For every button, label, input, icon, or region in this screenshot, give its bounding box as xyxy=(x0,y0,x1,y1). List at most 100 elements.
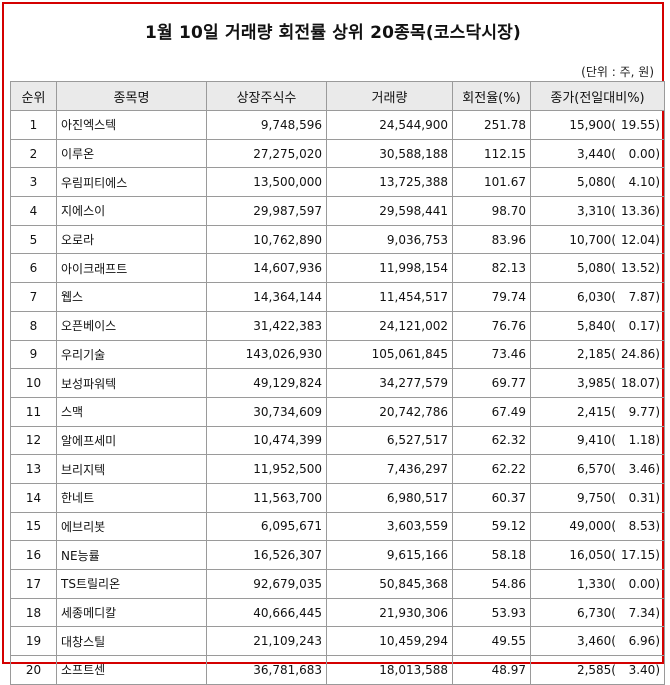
close-price-value: 5,080( xyxy=(576,175,616,190)
listed-shares-cell: 6,095,671 xyxy=(206,511,327,542)
close-price-cell: 3,440(0.00) xyxy=(530,138,665,169)
rank-cell: 16 xyxy=(10,540,57,570)
price-change-percent: 0.17) xyxy=(628,318,660,333)
close-price-cell: 6,730(7.34) xyxy=(530,597,665,628)
close-price-cell: 5,840( 0.17) xyxy=(530,310,665,341)
listed-shares-cell: 21,109,243 xyxy=(206,626,327,657)
stock-name-cell: 알에프세미 xyxy=(56,425,207,456)
table-row: 19 대창스틸 21,109,243 10,459,294 49.55 3,460(6.9… xyxy=(10,626,665,657)
close-price-cell: 3,985(18.07) xyxy=(530,368,665,398)
table-header-row: 순위 종목명 상장주식수 거래량 회전율(%) 종가(전일대비%) xyxy=(10,81,665,111)
stock-name-cell: 지에스이 xyxy=(56,196,207,226)
turnover-cell: 53.93 xyxy=(452,597,531,628)
turnover-cell: 79.74 xyxy=(452,282,531,312)
listed-shares-cell: 10,762,890 xyxy=(206,224,327,255)
close-price-value: 6,570( xyxy=(576,462,616,477)
unit-note: (단위 : 주, 원) xyxy=(581,65,654,79)
table-row: 16 NE능률 16,526,307 9,615,166 58.18 16,050(17.… xyxy=(10,540,665,570)
rank-cell: 14 xyxy=(10,482,57,513)
price-change-percent: 6.96) xyxy=(628,634,660,649)
close-price-cell: 6,030( 7.87) xyxy=(530,282,665,312)
close-price-cell: 10,700(12.04) xyxy=(530,224,665,255)
rank-cell: 10 xyxy=(10,368,57,398)
table-row: 11 스맥 30,734,609 20,742,786 67.49 2,415(9.77) xyxy=(10,396,665,427)
close-price-cell: 3,460( 6.96) xyxy=(530,626,665,657)
rank-cell: 13 xyxy=(10,454,57,484)
column-header-rank: 순위 xyxy=(10,81,57,111)
table-row: 2 이루온 27,275,020 30,588,188 112.15 3,440(0.00… xyxy=(10,138,665,169)
price-change-percent: 1.18) xyxy=(628,433,660,448)
listed-shares-cell: 29,987,597 xyxy=(206,196,327,226)
table-row: 18 세종메디칼 40,666,445 21,930,306 53.93 6,730(7.… xyxy=(10,597,665,628)
volume-cell: 7,436,297 xyxy=(326,454,453,484)
turnover-cell: 69.77 xyxy=(452,368,531,398)
close-price-value: 1,330( xyxy=(576,576,616,591)
volume-cell: 34,277,579 xyxy=(326,368,453,398)
table-row: 4 지에스이 29,987,597 29,598,441 98.70 3,310(13.3… xyxy=(10,196,665,226)
close-price-value: 5,840( xyxy=(576,318,616,333)
turnover-cell: 82.13 xyxy=(452,253,531,284)
table-row: 12 알에프세미 10,474,399 6,527,517 62.32 9,410(1.1… xyxy=(10,425,665,456)
table-row: 14 한네트 11,563,700 6,980,517 60.37 9,750(0.31) xyxy=(10,482,665,513)
turnover-cell: 101.67 xyxy=(452,167,531,198)
listed-shares-cell: 10,474,399 xyxy=(206,425,327,456)
column-header-close-price: 종가(전일대비%) xyxy=(530,81,665,111)
turnover-cell: 62.32 xyxy=(452,425,531,456)
close-price-value: 6,730( xyxy=(576,605,616,620)
stock-name-cell: 오픈베이스 xyxy=(56,310,207,341)
listed-shares-cell: 11,952,500 xyxy=(206,454,327,484)
rank-cell: 4 xyxy=(10,196,57,226)
close-price-cell: 9,410(1.18) xyxy=(530,425,665,456)
close-price-cell: 5,080( 4.10) xyxy=(530,167,665,198)
table-row: 15 에브리봇 6,095,671 3,603,559 59.12 49,000(8.53… xyxy=(10,511,665,542)
close-price-value: 3,460( xyxy=(576,634,616,649)
turnover-cell: 98.70 xyxy=(452,196,531,226)
volume-cell: 6,527,517 xyxy=(326,425,453,456)
close-price-value: 2,185( xyxy=(576,347,616,362)
price-change-percent: 7.87) xyxy=(628,289,660,304)
stock-name-cell: 브리지텍 xyxy=(56,454,207,484)
stock-name-cell: 우리기술 xyxy=(56,339,207,370)
price-change-percent: 0.00) xyxy=(628,576,660,591)
close-price-cell: 9,750(0.31) xyxy=(530,482,665,513)
stock-name-cell: 아진엑스텍 xyxy=(56,110,207,140)
volume-cell: 13,725,388 xyxy=(326,167,453,198)
close-price-value: 6,030( xyxy=(576,289,616,304)
stock-name-cell: 대창스틸 xyxy=(56,626,207,657)
column-header-listed-shares: 상장주식수 xyxy=(206,81,327,111)
volume-cell: 21,930,306 xyxy=(326,597,453,628)
turnover-cell: 251.78 xyxy=(452,110,531,140)
page-title: 1월 10일 거래량 회전률 상위 20종목(코스닥시장) xyxy=(145,23,521,43)
listed-shares-cell: 40,666,445 xyxy=(206,597,327,628)
close-price-cell: 1,330( 0.00) xyxy=(530,569,665,599)
volume-cell: 105,061,845 xyxy=(326,339,453,370)
close-price-cell: 49,000(8.53) xyxy=(530,511,665,542)
turnover-cell: 76.76 xyxy=(452,310,531,341)
volume-cell: 24,544,900 xyxy=(326,110,453,140)
table-row: 13 브리지텍 11,952,500 7,436,297 62.22 6,570(3.46… xyxy=(10,454,665,484)
turnover-cell: 62.22 xyxy=(452,454,531,484)
volume-cell: 11,998,154 xyxy=(326,253,453,284)
rank-cell: 17 xyxy=(10,569,57,599)
close-price-value: 3,310( xyxy=(576,203,616,218)
close-price-value: 16,050( xyxy=(569,548,616,563)
table-row: 7 웹스 14,364,144 11,454,517 79.74 6,030(7.87) xyxy=(10,282,665,312)
turnover-cell: 112.15 xyxy=(452,138,531,169)
rank-cell: 18 xyxy=(10,597,57,628)
volume-cell: 10,459,294 xyxy=(326,626,453,657)
column-header-name: 종목명 xyxy=(56,81,207,111)
price-change-percent: 9.77) xyxy=(628,404,660,419)
price-change-percent: 4.10) xyxy=(628,175,660,190)
turnover-cell: 73.46 xyxy=(452,339,531,370)
close-price-value: 10,700( xyxy=(569,232,616,247)
price-change-percent: 0.31) xyxy=(628,490,660,505)
close-price-value: 2,415( xyxy=(576,404,616,419)
close-price-cell: 2,185(24.86) xyxy=(530,339,665,370)
price-change-percent: 0.00) xyxy=(628,146,660,161)
stock-name-cell: 오로라 xyxy=(56,224,207,255)
price-change-percent: 13.52) xyxy=(620,261,660,276)
listed-shares-cell: 14,607,936 xyxy=(206,253,327,284)
price-change-percent: 19.55) xyxy=(620,117,660,132)
turnover-cell: 54.86 xyxy=(452,569,531,599)
